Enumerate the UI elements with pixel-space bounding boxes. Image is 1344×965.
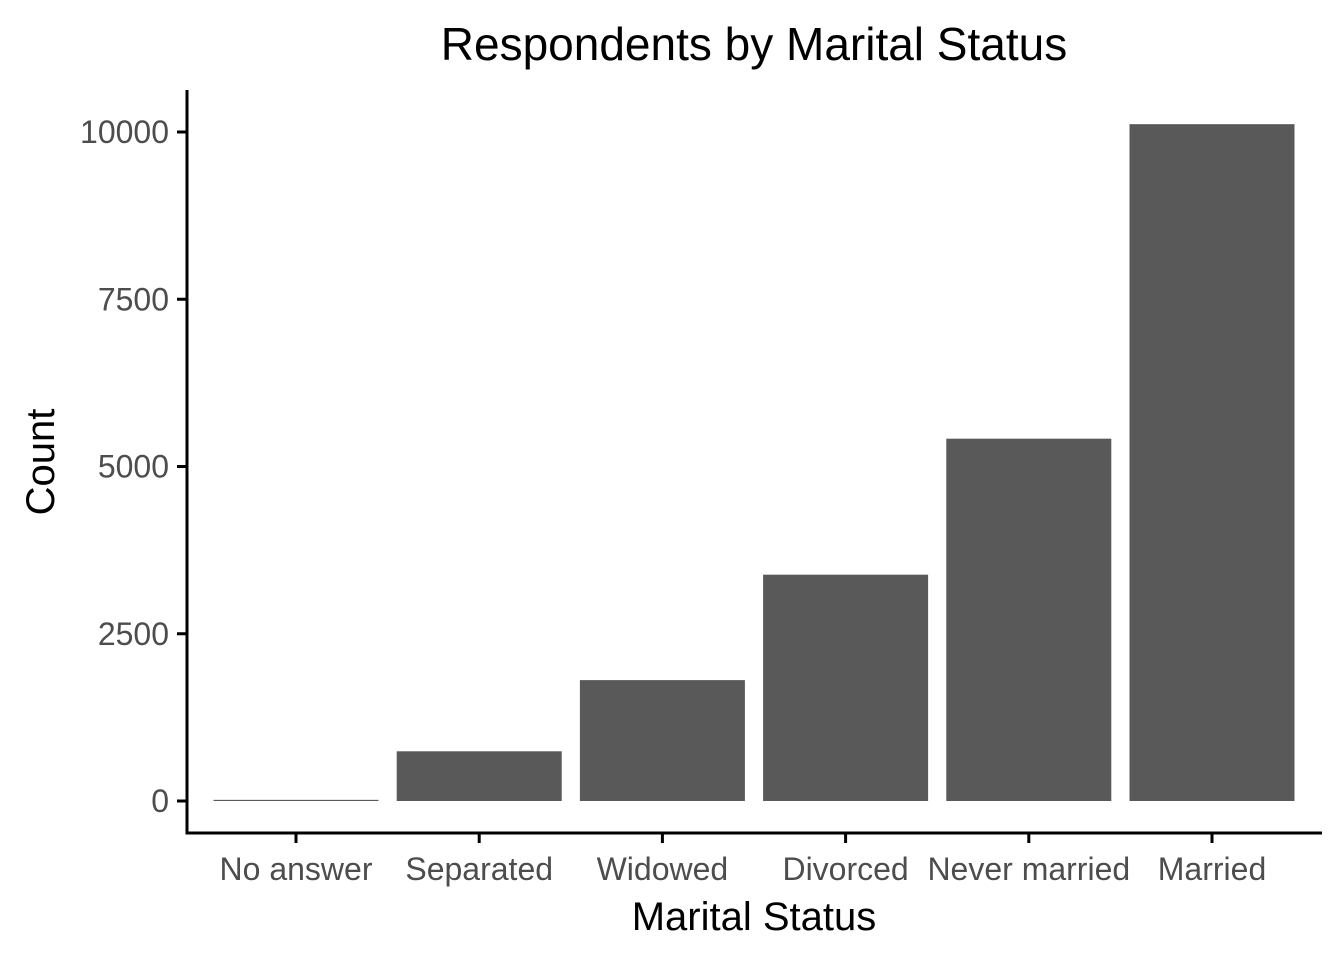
bar-separated xyxy=(396,751,562,801)
x-tick-label: Separated xyxy=(405,851,553,887)
y-tick-label: 5000 xyxy=(98,449,169,485)
x-tick-label: Married xyxy=(1158,851,1266,887)
y-axis-title: Count xyxy=(19,409,63,516)
y-tick-label: 7500 xyxy=(98,281,169,317)
x-tick-label: No answer xyxy=(220,851,373,887)
x-axis-title: Marital Status xyxy=(632,895,877,939)
bar-widowed xyxy=(579,680,745,801)
plot-area: 0 2500 5000 7500 10000 No answer Separated Wido… xyxy=(80,90,1322,887)
x-tick-label: Divorced xyxy=(782,851,908,887)
y-tick-label: 2500 xyxy=(98,616,169,652)
bar-divorced xyxy=(763,574,929,801)
x-tick-label: Never married xyxy=(927,851,1130,887)
bar-no-answer xyxy=(213,799,379,801)
y-tick-label: 10000 xyxy=(80,114,169,150)
y-tick-label: 0 xyxy=(151,783,169,819)
x-tick-label: Widowed xyxy=(597,851,729,887)
chart-title: Respondents by Marital Status xyxy=(441,18,1067,70)
bar-never-married xyxy=(946,438,1112,801)
bar-married xyxy=(1129,124,1295,801)
